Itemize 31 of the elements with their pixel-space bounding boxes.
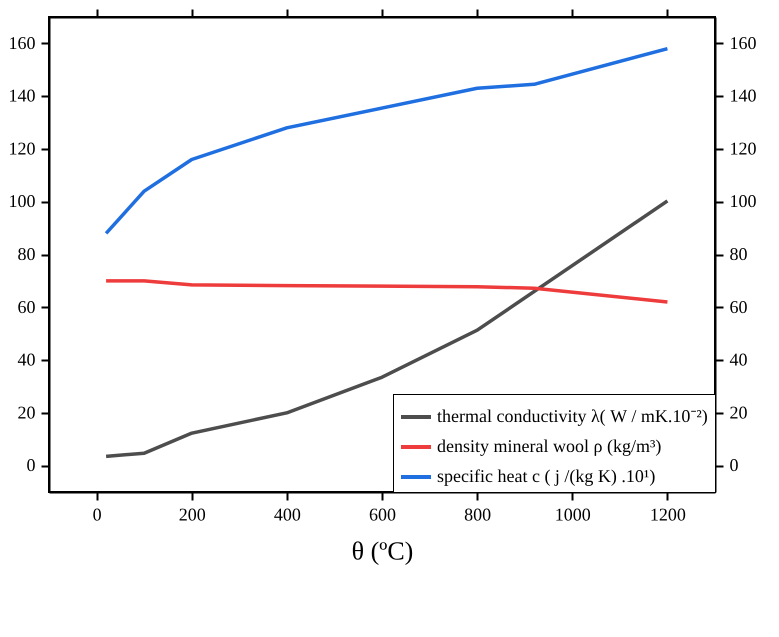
y2-tick-label: 120 <box>730 138 756 158</box>
y-tick-label: 20 <box>18 402 36 422</box>
y-tick-label: 0 <box>26 455 36 476</box>
y-tick-label: 100 <box>8 191 36 212</box>
y2-tick-label: 60 <box>730 296 748 317</box>
line-series <box>104 46 670 236</box>
x-axis-title: θ (ºC) <box>352 536 414 566</box>
y-tick-label: 40 <box>18 350 36 370</box>
y2-tick-label: 100 <box>730 191 756 212</box>
y2-tick-label: 160 <box>730 32 756 53</box>
y-tick-label: 160 <box>8 32 36 53</box>
x-tick-label: 400 <box>274 504 301 524</box>
y2-tick-label: 80 <box>730 244 748 264</box>
y-tick-label: 60 <box>18 296 36 317</box>
y2-tick-label: 0 <box>730 455 738 476</box>
legend-label: thermal conductivity λ( W / mK.10⁻²) <box>437 406 708 426</box>
y-tick-label: 140 <box>8 86 36 106</box>
y2-tick-label: 40 <box>730 350 748 370</box>
x-tick-label: 800 <box>464 504 492 524</box>
x-tick-label: 1000 <box>554 504 591 524</box>
legend-label: density mineral wool ρ (kg/m³) <box>437 436 662 456</box>
y-tick-label: 80 <box>18 244 36 264</box>
legend-label: specific heat c ( j /(kg K) .10¹) <box>437 466 656 486</box>
x-tick-label: 600 <box>369 504 396 524</box>
y2-tick-label: 20 <box>730 402 748 422</box>
y2-tick-label: 140 <box>730 86 756 106</box>
line-series <box>104 279 670 304</box>
x-tick-label: 1200 <box>650 504 686 524</box>
x-tick-label: 200 <box>178 504 206 524</box>
x-tick-label: 0 <box>92 504 102 524</box>
y-tick-label: 120 <box>8 138 36 158</box>
